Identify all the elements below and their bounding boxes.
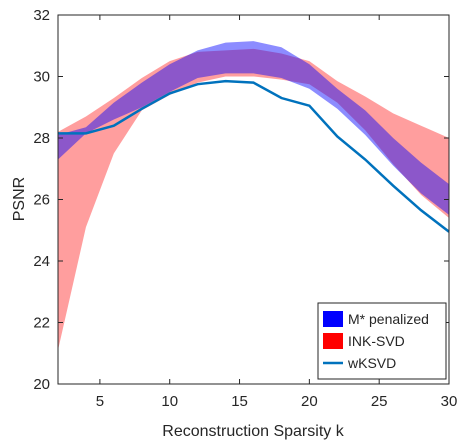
y-tick-label: 24 bbox=[33, 253, 50, 270]
y-tick-label: 30 bbox=[33, 69, 50, 86]
y-axis-label: PSNR bbox=[11, 177, 28, 221]
series-band-m-penalized bbox=[58, 41, 449, 215]
legend-swatch-m-penalized bbox=[323, 311, 343, 327]
x-tick-label: 25 bbox=[371, 393, 388, 410]
x-tick-label: 30 bbox=[441, 393, 458, 410]
y-axis-ticks: 20 22 24 26 28 30 32 bbox=[33, 7, 449, 393]
legend-label-m-penalized: M* penalized bbox=[348, 311, 429, 327]
x-axis-label: Reconstruction Sparsity k bbox=[162, 423, 344, 440]
y-tick-label: 20 bbox=[33, 376, 50, 393]
legend: M* penalized INK-SVD wKSVD bbox=[317, 302, 447, 380]
legend-label-ink-svd: INK-SVD bbox=[348, 333, 405, 349]
legend-swatch-ink-svd bbox=[323, 333, 343, 349]
x-tick-label: 15 bbox=[231, 393, 248, 410]
y-tick-label: 22 bbox=[33, 315, 50, 332]
y-tick-label: 32 bbox=[33, 7, 50, 24]
x-tick-label: 10 bbox=[161, 393, 178, 410]
y-tick-label: 28 bbox=[33, 130, 50, 147]
y-tick-label: 26 bbox=[33, 192, 50, 209]
x-axis-ticks: 5 10 15 20 25 30 bbox=[96, 15, 458, 410]
x-tick-label: 5 bbox=[96, 393, 104, 410]
x-tick-label: 20 bbox=[301, 393, 318, 410]
legend-label-wksvd: wKSVD bbox=[347, 355, 396, 371]
plot-series bbox=[58, 41, 450, 351]
series-line-wksvd bbox=[58, 79, 450, 233]
